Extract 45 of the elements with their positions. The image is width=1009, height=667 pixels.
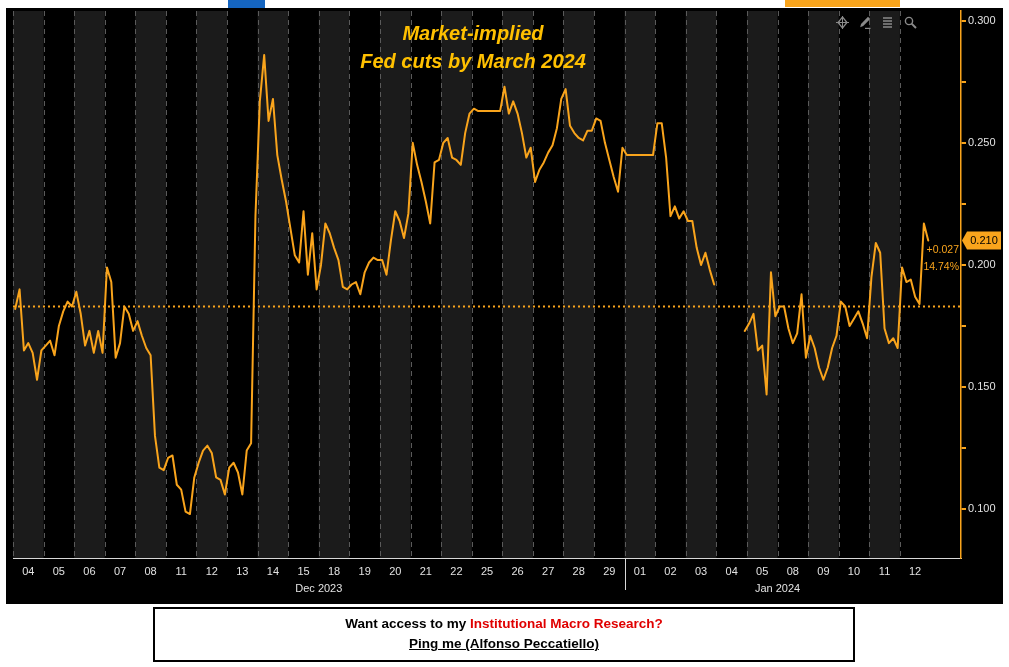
x-tick-label: 02 xyxy=(664,564,677,577)
text: Want access to my xyxy=(345,616,467,631)
text: Dec 2023 xyxy=(295,582,343,595)
x-tick-label: 28 xyxy=(572,564,585,577)
x-tick-label: 13 xyxy=(236,564,249,577)
y-tick-label: 0.150 xyxy=(968,380,996,393)
x-tick-label: 05 xyxy=(52,564,65,577)
x-tick-label: 11 xyxy=(878,564,891,577)
x-tick-label: 20 xyxy=(389,564,402,577)
text: Institutional Macro Research? xyxy=(470,616,663,631)
x-tick-label: 15 xyxy=(297,564,310,577)
x-tick-label: 07 xyxy=(113,564,127,577)
x-tick-label: 14 xyxy=(266,564,280,577)
x-tick-label: 04 xyxy=(22,564,35,577)
x-tick-label: 26 xyxy=(511,564,524,577)
text: Fed cuts by March 2024 xyxy=(360,49,586,72)
annotation: 14.74% xyxy=(923,260,959,273)
x-tick-label: 25 xyxy=(480,564,494,577)
x-tick-label: 10 xyxy=(847,564,861,577)
x-tick-label: 27 xyxy=(542,564,555,577)
y-tick-label: 0.300 xyxy=(968,13,996,26)
x-tick-label: 06 xyxy=(83,564,96,577)
x-tick-label: 09 xyxy=(817,564,830,577)
x-tick-label: 01 xyxy=(633,564,647,577)
y-tick-label: 0.100 xyxy=(968,502,996,515)
x-tick-label: 18 xyxy=(327,564,341,577)
x-tick-label: 11 xyxy=(175,564,187,577)
x-tick-label: 21 xyxy=(419,564,432,577)
x-tick-label: 19 xyxy=(358,564,371,577)
x-tick-label: 29 xyxy=(603,564,616,577)
x-tick-label: 03 xyxy=(694,564,708,577)
x-tick-label: 08 xyxy=(786,564,799,577)
annotation: +0.027 xyxy=(926,243,960,256)
y-tick-label: 0.250 xyxy=(968,135,996,148)
text: Market-implied xyxy=(402,21,545,44)
x-tick-label: 05 xyxy=(756,564,769,577)
text: Ping me (Alfonso Peccatiello) xyxy=(409,636,599,651)
x-tick-label: 08 xyxy=(144,564,157,577)
x-tick-label: 04 xyxy=(725,564,738,577)
x-tick-label: 22 xyxy=(450,564,463,577)
y-tick-label: 0.200 xyxy=(968,258,996,270)
text: Jan 2024 xyxy=(754,582,801,595)
x-tick-label: 12 xyxy=(909,564,922,577)
x-tick-label: 12 xyxy=(205,564,218,577)
text: 0.210 xyxy=(970,234,998,247)
